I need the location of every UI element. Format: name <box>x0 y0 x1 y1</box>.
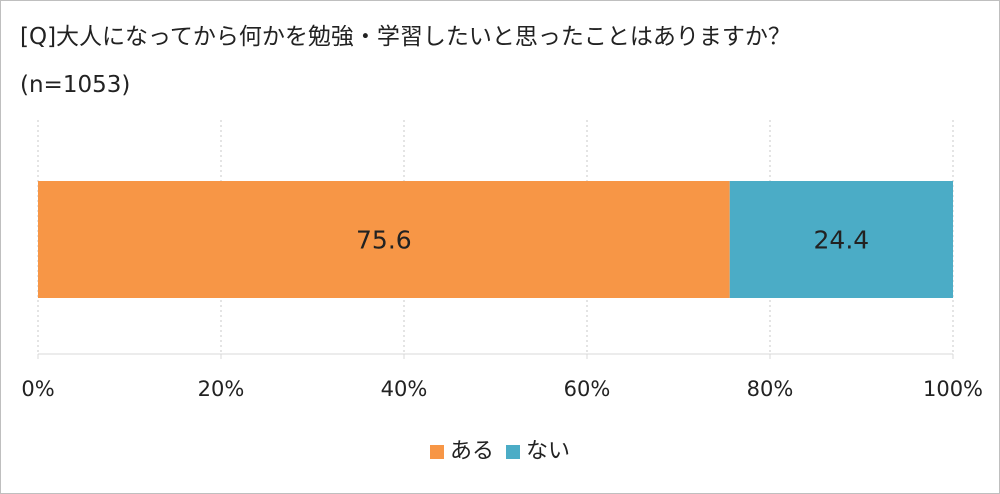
legend-label-0: ある <box>449 439 494 464</box>
data-label-1: 24.4 <box>814 226 870 255</box>
legend-item-0: ある <box>429 438 494 466</box>
bar-segment-1 <box>729 181 953 298</box>
legend-swatch-0 <box>429 445 444 459</box>
chart-subtitle: (n=1053) <box>20 72 131 98</box>
x-tick-label-3: 60% <box>564 377 611 401</box>
x-tick-label-1: 20% <box>198 377 245 401</box>
bar-segment-0 <box>38 181 730 298</box>
chart-title: [Q]大人になってから何かを勉強・学習したいと思ったことはありますか？ <box>20 24 791 50</box>
x-tick-label-4: 80% <box>747 377 794 401</box>
chart-legend: ある ない <box>0 438 1000 466</box>
legend-item-1: ない <box>506 438 570 466</box>
x-tick-label-2: 40% <box>381 377 428 401</box>
legend-label-1: ない <box>526 439 571 464</box>
x-tick-label-0: 0% <box>21 377 54 401</box>
data-label-0: 75.6 <box>356 226 412 255</box>
legend-swatch-1 <box>506 445 520 459</box>
x-tick-label-5: 100% <box>923 377 983 401</box>
